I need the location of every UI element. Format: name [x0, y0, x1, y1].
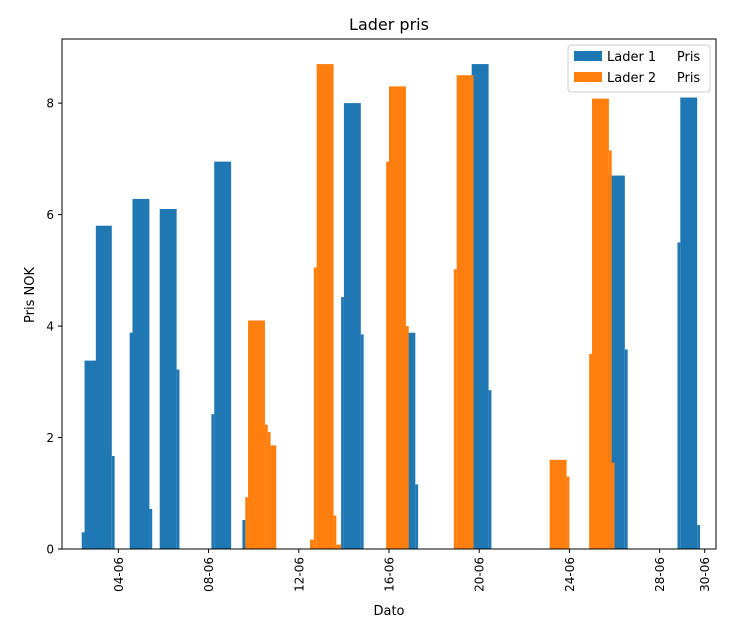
legend-swatch-lader1 [574, 51, 602, 61]
bar-lader1-5 [132, 198, 150, 549]
chart-title: Lader pris [349, 15, 429, 34]
bar-lader1-7 [159, 209, 177, 549]
legend-label-lader1: Lader 1 Pris [607, 50, 700, 65]
bar-lader2-5 [310, 539, 314, 549]
bar-lader2-18 [591, 98, 609, 549]
bar-lader1-8 [176, 369, 180, 549]
bar-lader1-12 [341, 297, 344, 549]
x-tick-label: 08-06 [202, 557, 216, 592]
bar-lader1-19 [488, 390, 492, 549]
legend-label-lader2: Lader 2 Pris [607, 71, 700, 86]
x-tick-label: 24-06 [563, 557, 577, 592]
x-tick-label: 12-06 [292, 557, 306, 592]
bar-lader1-11 [242, 520, 247, 549]
bar-lader1-4 [129, 332, 133, 549]
x-tick-label: 28-06 [653, 557, 667, 592]
legend-box [567, 44, 711, 93]
axes-layer: 0 2 4 6 8 04-06 08-06 12-06 16-06 20-06 24-06 28-06… [46, 38, 717, 592]
x-tick-label: 30-06 [698, 557, 712, 592]
bar-lader2-1 [248, 320, 265, 549]
bar-lader2-15 [549, 459, 567, 549]
legend: Lader 1 Pris Lader 2 Pris [567, 44, 711, 93]
bar-lader2-2 [264, 424, 268, 549]
bar-lader2-8 [333, 515, 337, 549]
bar-lader1-10 [214, 161, 232, 549]
bar-lader1-24 [697, 525, 701, 549]
bar-lader1-22 [677, 242, 681, 549]
bar-lader2-17 [589, 353, 592, 549]
bar-lader1-18 [471, 64, 489, 549]
bar-lader2-6 [313, 267, 317, 549]
bar-lader2-14 [456, 75, 474, 549]
bar-lader1-6 [149, 508, 153, 549]
bar-lader2-19 [608, 150, 612, 550]
x-tick-label: 20-06 [473, 557, 487, 592]
bar-lader1-20 [607, 175, 625, 549]
bar-lader2-3 [267, 431, 271, 549]
y-tick-label: 8 [46, 97, 54, 111]
x-axis-label: Dato [373, 604, 404, 619]
bar-lader2-13 [453, 269, 457, 549]
bar-lader2-10 [386, 161, 389, 549]
bar-lader1-21 [624, 349, 628, 549]
bar-lader1-14 [360, 334, 364, 549]
bar-lader1-0 [81, 532, 85, 549]
bar-lader1-2 [95, 225, 112, 549]
legend-swatch-lader2 [574, 72, 602, 82]
y-tick-label: 0 [46, 543, 54, 557]
bar-lader1-23 [680, 97, 698, 550]
bar-lader2-12 [405, 326, 409, 549]
bar-lader2-20 [611, 462, 615, 549]
bar-lader2-0 [245, 497, 249, 549]
bar-lader2-16 [566, 476, 570, 549]
y-tick-label: 2 [46, 431, 54, 445]
y-axis-label: Pris NOK [23, 267, 38, 323]
y-tick-label: 4 [46, 320, 54, 334]
bar-lader2-4 [270, 445, 277, 549]
x-tick-label: 04-06 [112, 557, 126, 592]
bar-lader2-9 [336, 544, 342, 549]
bar-lader1-16 [415, 484, 419, 549]
bar-lader1-9 [211, 414, 215, 549]
bar-lader1-13 [343, 103, 361, 549]
y-tick-label: 6 [46, 208, 54, 222]
bars-layer [81, 64, 701, 550]
bar-lader2-11 [389, 86, 406, 549]
x-tick-label: 16-06 [383, 557, 397, 592]
bar-lader1-3 [111, 455, 115, 549]
bar-lader2-7 [316, 64, 334, 549]
